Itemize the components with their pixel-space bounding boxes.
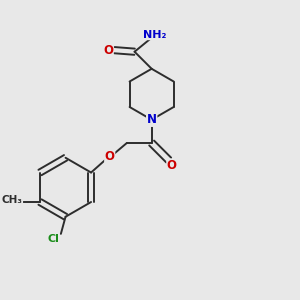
Text: NH₂: NH₂ — [143, 30, 166, 40]
Text: O: O — [103, 44, 113, 57]
Text: O: O — [167, 159, 177, 172]
Text: O: O — [105, 151, 115, 164]
Text: Cl: Cl — [47, 234, 59, 244]
Text: N: N — [147, 113, 157, 126]
Text: N: N — [147, 113, 157, 126]
Text: CH₃: CH₃ — [2, 196, 22, 206]
